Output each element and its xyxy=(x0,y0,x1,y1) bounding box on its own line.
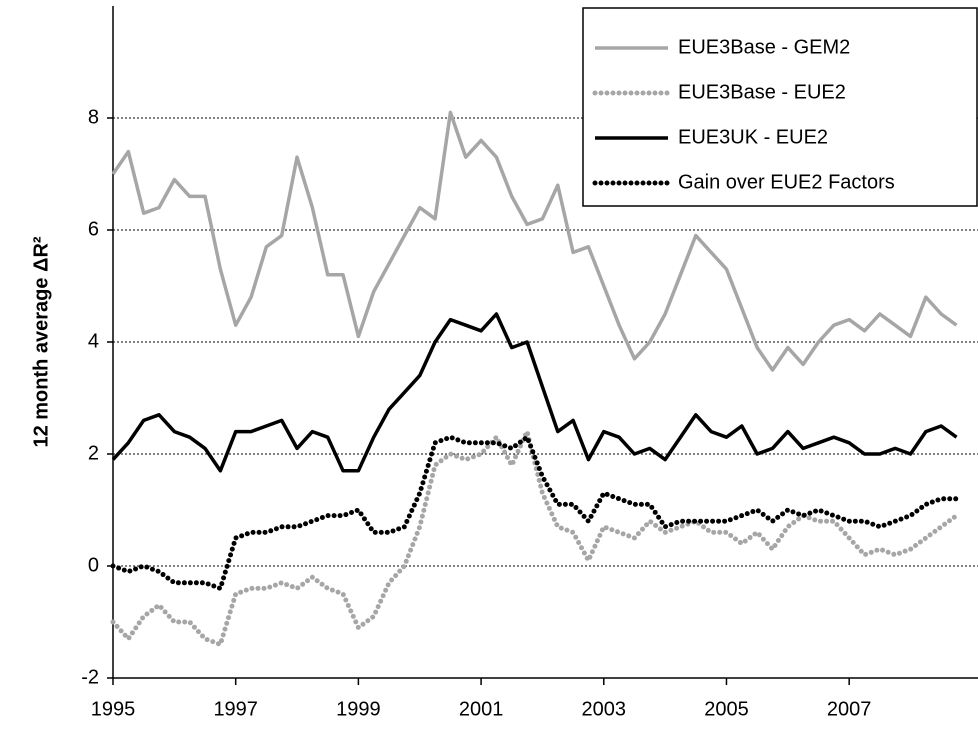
y-tick-label: 0 xyxy=(88,554,99,576)
y-tick-label: 6 xyxy=(88,218,99,240)
series-line xyxy=(111,312,958,473)
y-tick-label: -2 xyxy=(81,666,99,688)
legend-label: Gain over EUE2 Factors xyxy=(678,171,895,193)
x-tick-label: 2005 xyxy=(704,698,749,720)
x-tick-label: 1995 xyxy=(91,698,136,720)
y-tick-label: 2 xyxy=(88,442,99,464)
legend-label: EUE3Base - EUE2 xyxy=(678,81,846,103)
legend-label: EUE3Base - GEM2 xyxy=(678,36,850,58)
x-tick-label: 2001 xyxy=(459,698,504,720)
y-tick-label: 8 xyxy=(88,106,99,128)
legend-box xyxy=(582,7,978,207)
series-line xyxy=(111,110,958,372)
x-tick-label: 1999 xyxy=(336,698,381,720)
legend-label: EUE3UK - EUE2 xyxy=(678,126,828,148)
x-tick-label: 2003 xyxy=(582,698,627,720)
x-tick-label: 1997 xyxy=(213,698,258,720)
y-tick-label: 4 xyxy=(88,330,99,352)
series-line xyxy=(110,434,960,591)
y-axis-label: 12 month average ΔR² xyxy=(30,236,52,447)
x-tick-label: 2007 xyxy=(827,698,872,720)
